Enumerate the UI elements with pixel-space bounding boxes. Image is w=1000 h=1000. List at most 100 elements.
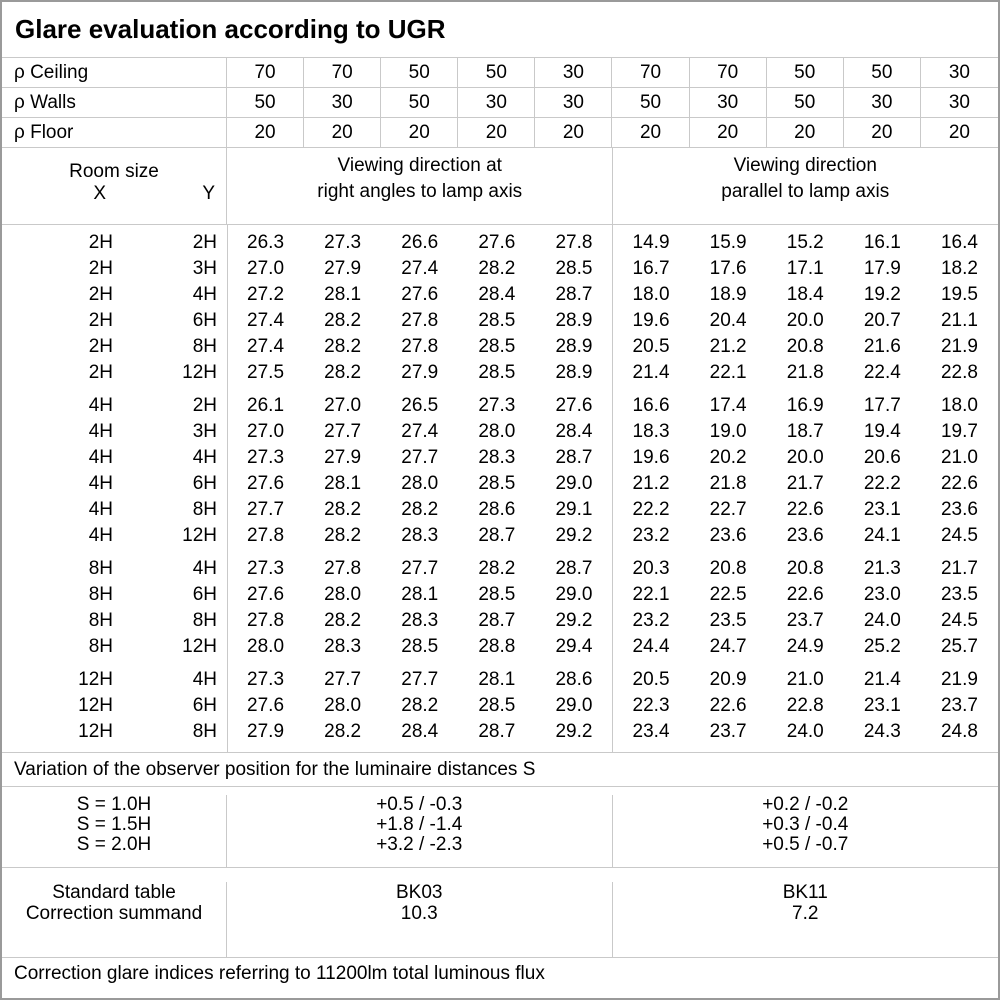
reflectance-value: 20 — [381, 118, 459, 147]
ugr-value: 22.2 — [632, 499, 670, 520]
ugr-value: 28.9 — [555, 336, 593, 357]
ugr-value: 27.4 — [401, 421, 439, 442]
ugr-value: 23.7 — [709, 721, 747, 742]
ugr-value: 17.1 — [786, 258, 824, 279]
footer-note: Correction glare indices referring to 11… — [14, 962, 545, 984]
ugr-value: 19.6 — [632, 310, 670, 331]
room-x-value: 8H — [88, 558, 113, 579]
ugr-value: 28.4 — [478, 284, 516, 305]
room-size-cell: 12H 8H — [2, 721, 227, 743]
room-x-value: 2H — [88, 232, 113, 253]
room-y-value: 3H — [192, 421, 217, 442]
ugr-value: 22.6 — [786, 499, 824, 520]
table-row: 2H 8H 27.4 28.2 27.8 28.5 28.9 20.5 21.2 20.8 21.6… — [2, 334, 998, 360]
ugr-value: 19.4 — [863, 421, 901, 442]
room-y-value: 6H — [192, 695, 217, 716]
ugr-value: 27.7 — [324, 421, 362, 442]
reflectance-row: ρ Walls 50 30 50 30 30 50 30 50 30 30 — [2, 88, 998, 118]
group-gap — [2, 386, 998, 393]
table-row: 4H 12H 27.8 28.2 28.3 28.7 29.2 23.2 23.6 23.6 24.… — [2, 523, 998, 549]
ugr-value: 28.2 — [324, 525, 362, 546]
reflectance-value: 20 — [948, 121, 970, 143]
table-row: 2H 4H 27.2 28.1 27.6 28.4 28.7 18.0 18.9 18.4 19.2… — [2, 282, 998, 308]
ugr-value: 24.1 — [863, 525, 901, 546]
s-distance-label: S = 1.0H — [76, 794, 152, 815]
column-divider — [227, 225, 228, 752]
ugr-value: 27.8 — [555, 232, 593, 253]
room-size-cell: 4H 8H — [2, 499, 227, 521]
ugr-value: 29.2 — [555, 525, 593, 546]
ugr-value: 16.9 — [786, 395, 824, 416]
room-size-cell: 8H 6H — [2, 584, 227, 606]
ugr-value: 18.4 — [786, 284, 824, 305]
ugr-value: 15.2 — [786, 232, 824, 253]
room-size-cell: 4H 12H — [2, 525, 227, 547]
ugr-value: 21.7 — [940, 558, 978, 579]
standard-parallel-value: 7.2 — [792, 903, 819, 924]
ugr-value: 20.4 — [709, 310, 747, 331]
ugr-value: 28.5 — [478, 584, 516, 605]
ugr-value: 23.1 — [863, 695, 901, 716]
ugr-value: 28.0 — [478, 421, 516, 442]
table-row: 8H 4H 27.3 27.8 27.7 28.2 28.7 20.3 20.8 20.8 21.3… — [2, 556, 998, 582]
room-x-value: 2H — [88, 258, 113, 279]
ugr-value: 16.1 — [863, 232, 901, 253]
ugr-value: 22.8 — [940, 362, 978, 383]
reflectance-value: 20 — [844, 118, 921, 147]
ugr-value: 27.6 — [478, 232, 516, 253]
table-row: 2H 2H 26.3 27.3 26.6 27.6 27.8 14.9 15.9 15.2 16.1… — [2, 230, 998, 256]
room-x-value: 4H — [88, 473, 113, 494]
ugr-value: 25.7 — [940, 636, 978, 657]
ugr-value: 27.3 — [324, 232, 362, 253]
room-y-value: 4H — [192, 284, 217, 305]
ugr-value: 28.2 — [401, 499, 439, 520]
reflectance-value: 70 — [227, 58, 305, 87]
room-x-value: 4H — [88, 421, 113, 442]
ugr-value: 19.2 — [863, 284, 901, 305]
ugr-value: 17.7 — [863, 395, 901, 416]
ugr-value: 21.3 — [863, 558, 901, 579]
ugr-value: 27.6 — [555, 395, 593, 416]
ugr-value: 21.6 — [863, 336, 901, 357]
table-row: 4H 8H 27.7 28.2 28.2 28.6 29.1 22.2 22.7 22.6 23.1… — [2, 497, 998, 523]
ugr-value: 28.3 — [324, 636, 362, 657]
y-column-label: Y — [202, 183, 215, 204]
room-y-value: 8H — [192, 721, 217, 742]
ugr-value: 26.6 — [401, 232, 439, 253]
ugr-value: 19.7 — [940, 421, 978, 442]
table-row: 8H 6H 27.6 28.0 28.1 28.5 29.0 22.1 22.5 22.6 23.0… — [2, 582, 998, 608]
ugr-value: 28.5 — [555, 258, 593, 279]
room-size-cell: 2H 3H — [2, 258, 227, 280]
ugr-value: 26.1 — [247, 395, 285, 416]
reflectance-value: 20 — [304, 118, 382, 147]
reflectance-value: 50 — [767, 58, 844, 87]
ugr-value: 27.0 — [247, 258, 285, 279]
room-size-cell: 12H 6H — [2, 695, 227, 717]
reflectance-value: 30 — [458, 88, 536, 117]
standard-right-angles-values: BK03 10.3 — [227, 882, 613, 957]
ugr-value: 28.7 — [478, 721, 516, 742]
ugr-value: 21.9 — [940, 336, 978, 357]
room-size-cell: 4H 2H — [2, 395, 227, 417]
parallel-header-line2: parallel to lamp axis — [721, 181, 890, 202]
ugr-value: 28.2 — [324, 336, 362, 357]
ugr-value: 17.4 — [709, 395, 747, 416]
right-angles-header-line2: right angles to lamp axis — [317, 181, 523, 202]
reflectance-value: 30 — [535, 88, 613, 117]
room-x-value: 2H — [88, 310, 113, 331]
room-size-cell: 2H 2H — [2, 232, 227, 254]
ugr-value: 21.1 — [940, 310, 978, 331]
table-row: 4H 4H 27.3 27.9 27.7 28.3 28.7 19.6 20.2 20.0 20.6… — [2, 445, 998, 471]
room-y-value: 4H — [192, 447, 217, 468]
s-parallel-value: +0.2 / -0.2 — [762, 794, 849, 815]
room-y-value: 2H — [192, 232, 217, 253]
ugr-value: 28.2 — [478, 258, 516, 279]
ugr-value: 24.9 — [786, 636, 824, 657]
ugr-value: 23.0 — [863, 584, 901, 605]
reflectance-value: 50 — [767, 88, 844, 117]
ugr-value: 20.0 — [786, 310, 824, 331]
reflectance-value: 20 — [535, 118, 613, 147]
ugr-value: 22.3 — [632, 695, 670, 716]
ugr-value: 27.0 — [324, 395, 362, 416]
